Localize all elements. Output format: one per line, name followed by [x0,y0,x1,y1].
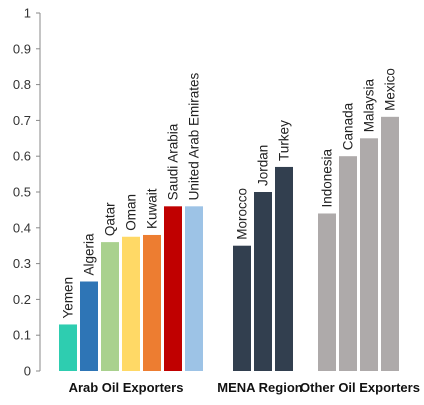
bar [318,213,336,371]
y-tick-label: 0.1 [13,328,31,343]
bar-label: Turkey [277,120,292,161]
y-tick-label: 0.6 [13,149,31,164]
bar-label: Saudi Arabia [166,123,181,200]
bar [381,116,399,371]
bar-label: Kuwait [145,188,160,229]
bar-label: Mexico [383,68,398,111]
bar-label: United Arab Emirates [187,73,202,201]
group-label: Arab Oil Exporters [69,380,184,395]
bar [185,206,203,371]
y-tick-label: 0.7 [13,113,31,128]
bar-label: Jordan [256,145,271,186]
y-tick-label: 0.5 [13,185,31,200]
bar-labels: Yemen Algeria Qatar Oman Kuwait Saudi Arabia U… [61,68,398,318]
bar-label: Canada [341,102,356,150]
bar [233,245,251,371]
y-tick-label: 0.9 [13,41,31,56]
bar-label: Qatar [103,202,118,236]
y-tick-label: 0.2 [13,292,31,307]
y-tick-label: 0.8 [13,77,31,92]
bar-label: Morocco [235,188,250,240]
bar [143,234,161,371]
group-label: Other Oil Exporters [300,380,420,395]
bar [275,166,293,371]
bar [164,206,182,371]
y-tick-label: 0.3 [13,256,31,271]
bar-label: Indonesia [320,148,335,207]
group-label: MENA Region [217,380,303,395]
bar-label: Algeria [82,233,97,276]
bar-label: Malaysia [362,79,377,133]
y-tick-label: 0 [24,364,31,379]
bar [122,236,140,371]
bar-label: Yemen [61,277,76,319]
y-axis: 0 0.1 0.2 0.3 0.4 0.5 0.6 0.7 0.8 0.9 1 [13,6,41,379]
bar [101,242,119,371]
bar [59,324,77,371]
bar-label: Oman [124,194,139,231]
bar [360,138,378,371]
bars [59,116,399,371]
y-tick-label: 1 [24,6,31,21]
bar [80,281,98,371]
bar [339,156,357,371]
y-tick-label: 0.4 [13,220,31,235]
bar [254,192,272,371]
